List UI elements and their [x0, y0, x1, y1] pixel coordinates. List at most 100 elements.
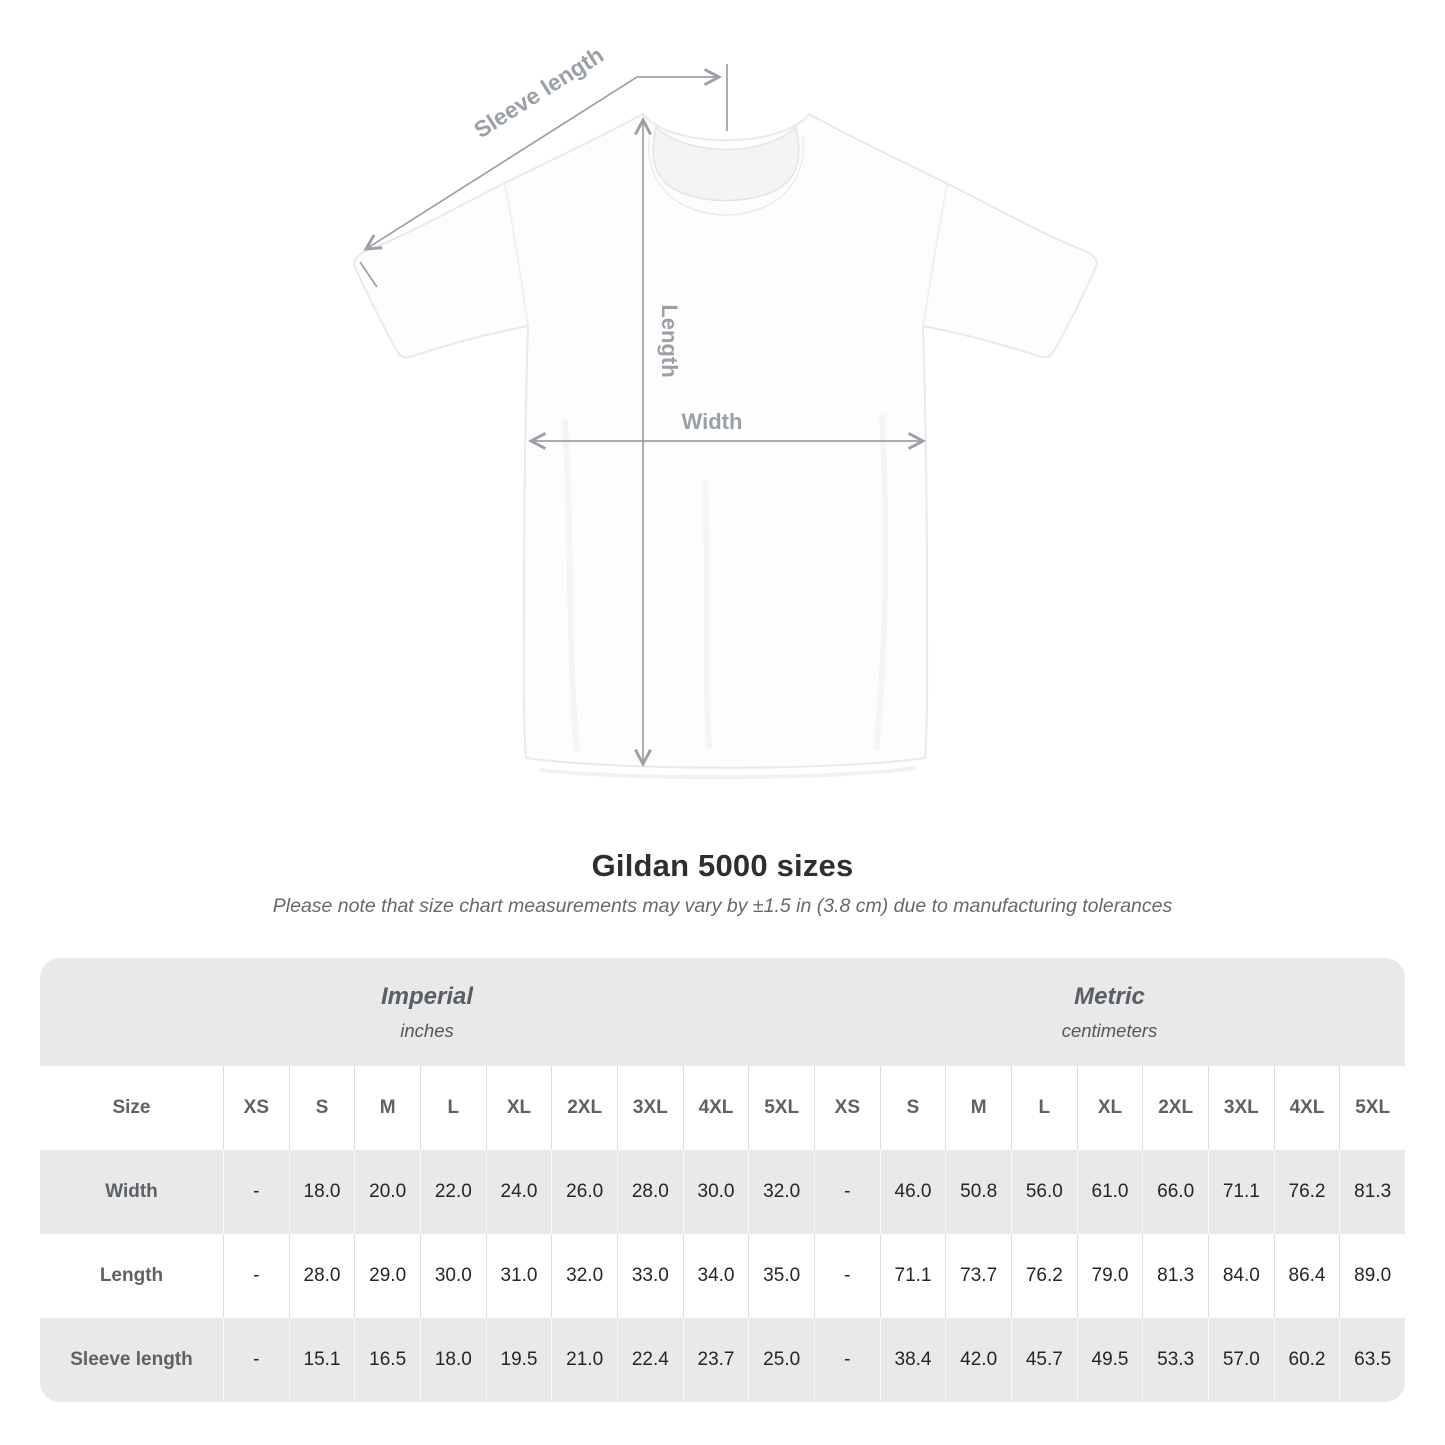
table-cell: 22.4 — [616, 1318, 683, 1402]
imperial-label: Imperial — [380, 982, 474, 1010]
imperial-size-5xl: 5XL — [748, 1066, 814, 1150]
table-cell: 31.0 — [485, 1234, 552, 1318]
table-cell: 22.0 — [419, 1150, 486, 1234]
row-label-width: Width — [105, 1181, 158, 1202]
size-header-row: Size XS S M L XL 2XL 3XL 4XL 5XL XS S M … — [40, 1066, 1405, 1150]
table-cell: 79.0 — [1076, 1234, 1143, 1318]
annotation-width: Width — [682, 409, 743, 434]
sleeve-end-tick — [359, 261, 378, 288]
table-cell: 71.1 — [1207, 1150, 1274, 1234]
table-cell: 42.0 — [945, 1318, 1011, 1402]
table-cell: - — [223, 1234, 289, 1318]
table-cell: 76.2 — [1273, 1150, 1340, 1234]
metric-size-s: S — [879, 1066, 946, 1150]
corner-header: Size — [112, 1097, 151, 1118]
table-cell: 28.0 — [288, 1234, 355, 1318]
table-cell: 66.0 — [1142, 1150, 1208, 1234]
metric-sublabel: centimeters — [1061, 1019, 1158, 1041]
metric-size-m: M — [945, 1066, 1011, 1150]
page-title: Gildan 5000 sizes — [591, 848, 854, 883]
metric-size-4xl: 4XL — [1273, 1066, 1340, 1150]
table-cell: - — [813, 1234, 880, 1318]
metric-size-3xl: 3XL — [1207, 1066, 1274, 1150]
table-cell: 81.3 — [1142, 1234, 1208, 1318]
imperial-size-4xl: 4XL — [682, 1066, 749, 1150]
metric-label: Metric — [1074, 982, 1145, 1010]
table-cell: 32.0 — [551, 1234, 617, 1318]
table-cell: 61.0 — [1076, 1150, 1143, 1234]
table-cell: 50.8 — [945, 1150, 1011, 1234]
table-cell: 18.0 — [419, 1318, 486, 1402]
metric-size-5xl: 5XL — [1339, 1066, 1405, 1150]
table-row-sleeve-length: Sleeve length - 15.1 16.5 18.0 19.5 21.0… — [40, 1318, 1405, 1402]
imperial-size-xl: XL — [485, 1066, 552, 1150]
sleeve-dimension-line — [363, 68, 723, 251]
imperial-size-xs: XS — [223, 1066, 289, 1150]
annotation-sleeve-length: Sleeve length — [469, 41, 608, 143]
table-cell: 30.0 — [682, 1150, 749, 1234]
table-cell: 49.5 — [1076, 1318, 1143, 1402]
table-cell: 20.0 — [354, 1150, 420, 1234]
table-cell: 26.0 — [551, 1150, 617, 1234]
tshirt-graphic — [353, 112, 1098, 780]
table-cell: 18.0 — [288, 1150, 355, 1234]
table-cell: 81.3 — [1339, 1150, 1405, 1234]
metric-size-xs: XS — [813, 1066, 880, 1150]
row-label-sleeve-length: Sleeve length — [70, 1349, 193, 1370]
imperial-size-3xl: 3XL — [616, 1066, 683, 1150]
table-cell: 29.0 — [354, 1234, 420, 1318]
table-cell: 73.7 — [945, 1234, 1011, 1318]
table-cell: 23.7 — [682, 1318, 749, 1402]
table-cell: 63.5 — [1339, 1318, 1405, 1402]
metric-size-xl: XL — [1076, 1066, 1143, 1150]
table-cell: 53.3 — [1142, 1318, 1208, 1402]
unit-group-metric: Metric centimeters — [814, 958, 1405, 1066]
table-cell: 33.0 — [616, 1234, 683, 1318]
imperial-sublabel: inches — [400, 1019, 454, 1041]
table-cell: 32.0 — [748, 1150, 814, 1234]
table-cell: 89.0 — [1339, 1234, 1405, 1318]
metric-size-l: L — [1010, 1066, 1077, 1150]
table-cell: 30.0 — [419, 1234, 486, 1318]
dimension-lines — [359, 64, 927, 768]
table-cell: 28.0 — [616, 1150, 683, 1234]
tshirt-figure: Sleeve length Length Width — [353, 41, 1098, 780]
table-cell: 56.0 — [1010, 1150, 1077, 1234]
table-cell: 86.4 — [1273, 1234, 1340, 1318]
table-cell: 16.5 — [354, 1318, 420, 1402]
imperial-size-2xl: 2XL — [551, 1066, 617, 1150]
tshirt-diagram-svg: Sleeve length Length Width — [353, 41, 1098, 780]
imperial-size-l: L — [419, 1066, 486, 1150]
table-cell: 60.2 — [1273, 1318, 1340, 1402]
table-cell: - — [223, 1318, 289, 1402]
unit-group-imperial: Imperial inches — [40, 958, 814, 1066]
table-cell: 71.1 — [879, 1234, 946, 1318]
table-cell: 46.0 — [879, 1150, 946, 1234]
table-cell: 19.5 — [485, 1318, 552, 1402]
tolerance-note: Please note that size chart measurements… — [272, 895, 1173, 917]
imperial-size-m: M — [354, 1066, 420, 1150]
table-cell: 84.0 — [1207, 1234, 1274, 1318]
annotation-length: Length — [657, 304, 682, 377]
table-cell: 38.4 — [879, 1318, 946, 1402]
table-row-width: Width - 18.0 20.0 22.0 24.0 26.0 28.0 30… — [40, 1150, 1405, 1234]
metric-size-2xl: 2XL — [1142, 1066, 1208, 1150]
table-cell: 45.7 — [1010, 1318, 1077, 1402]
table-cell: 15.1 — [288, 1318, 355, 1402]
table-cell: 76.2 — [1010, 1234, 1077, 1318]
table-cell: - — [223, 1150, 289, 1234]
imperial-size-s: S — [288, 1066, 355, 1150]
table-cell: 24.0 — [485, 1150, 552, 1234]
table-cell: 34.0 — [682, 1234, 749, 1318]
table-cell: - — [813, 1150, 880, 1234]
table-cell: 35.0 — [748, 1234, 814, 1318]
table-cell: - — [813, 1318, 880, 1402]
table-cell: 21.0 — [551, 1318, 617, 1402]
table-row-length: Length - 28.0 29.0 30.0 31.0 32.0 33.0 3… — [40, 1234, 1405, 1318]
size-table: Imperial inches Metric centimeters Size … — [40, 958, 1405, 1402]
table-cell: 25.0 — [748, 1318, 814, 1402]
row-label-length: Length — [99, 1265, 164, 1286]
table-cell: 57.0 — [1207, 1318, 1274, 1402]
unit-band: Imperial inches Metric centimeters — [40, 958, 1405, 1066]
